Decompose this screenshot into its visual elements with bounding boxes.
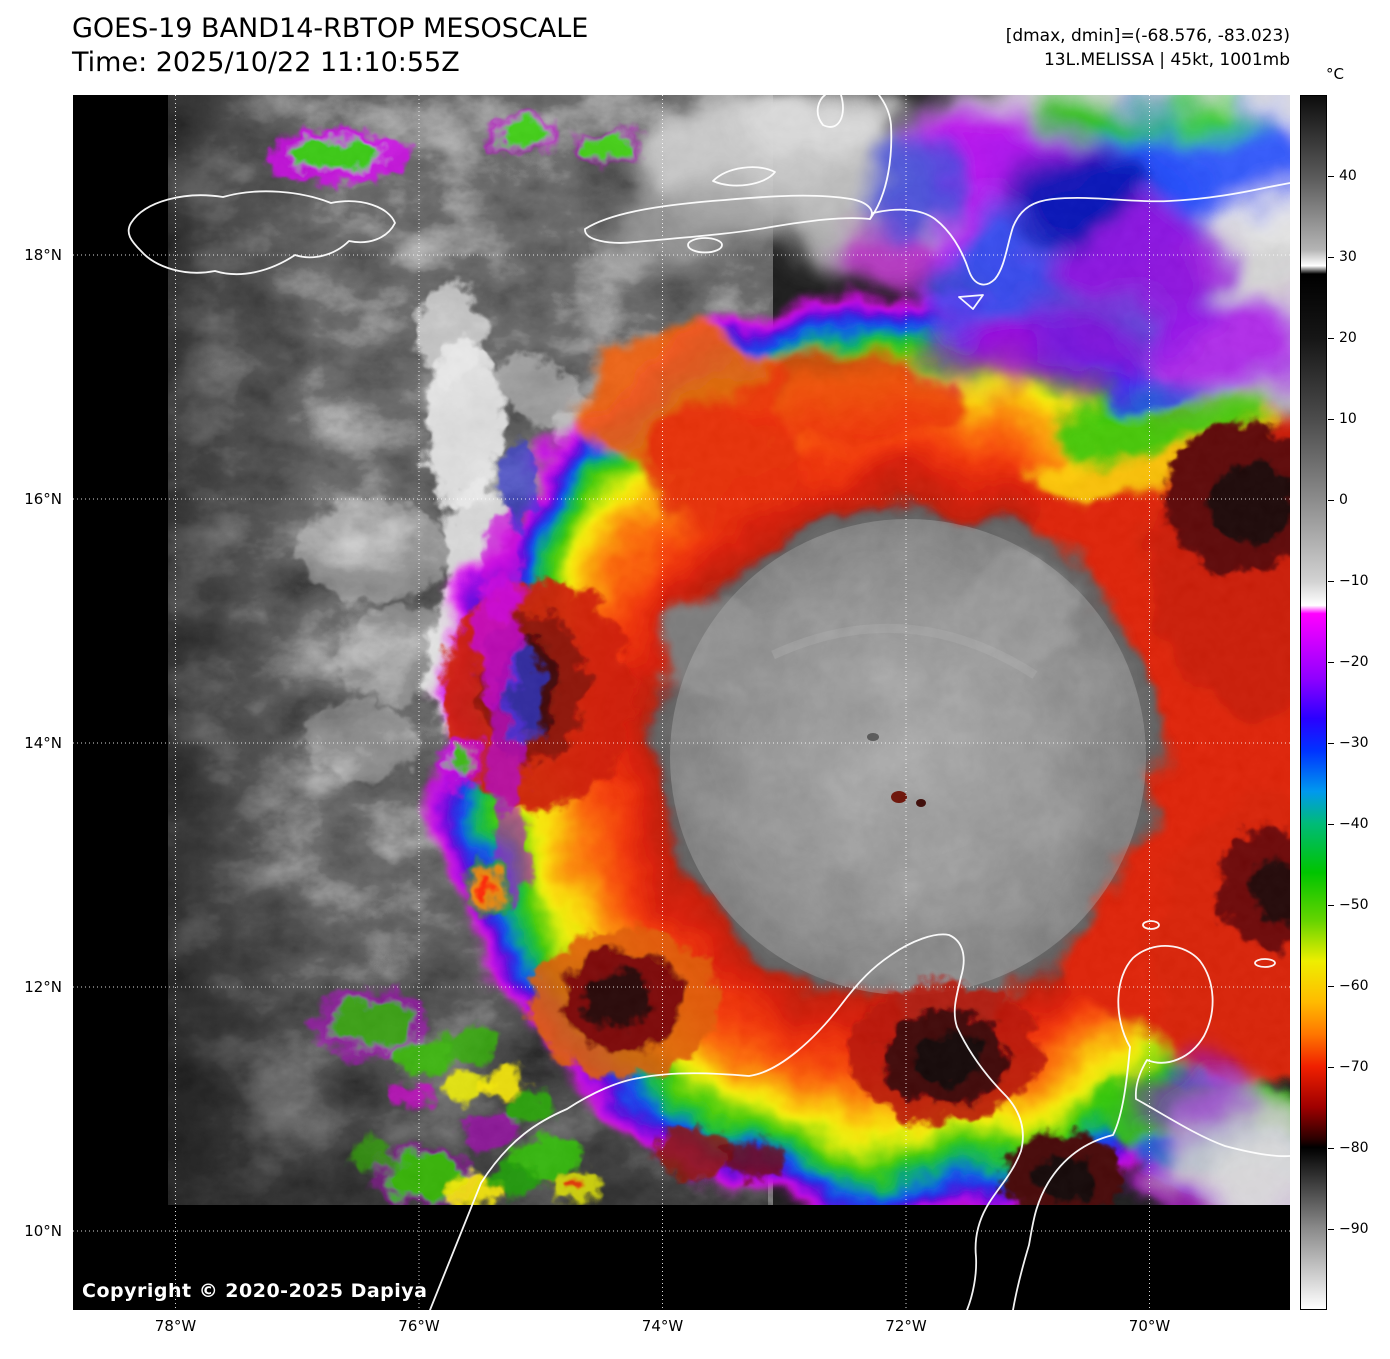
lat-axis: 18°N 16°N 14°N 12°N 10°N: [0, 95, 68, 1310]
colorbar-tick-label: 40: [1339, 168, 1357, 184]
coastline-haiti-bay: [869, 95, 893, 220]
colorbar: °C 40 30 20 10 0 −10 −20 −30 −40 −50 −60 −70 −80 −90: [1300, 65, 1390, 1310]
colorbar-tickmark: [1328, 823, 1334, 825]
figure-title: GOES-19 BAND14-RBTOP MESOSCALE: [72, 13, 589, 44]
colorbar-tick-label: −40: [1339, 816, 1369, 832]
lon-label: 78°W: [154, 1317, 197, 1335]
satellite-map: Copyright © 2020-2025 Dapiya: [73, 95, 1290, 1310]
colorbar-tick: −10: [1328, 573, 1369, 589]
imagery-layers: [168, 95, 1290, 1205]
coastline-gonave-island: [712, 166, 776, 187]
storm-info-readout: 13L.MELISSA | 45kt, 1001mb: [1043, 50, 1290, 70]
colorbar-tick-label: −70: [1339, 1059, 1369, 1075]
coastline-south-america-west: [429, 933, 1024, 1310]
coastline-curacao: [1254, 958, 1276, 968]
colorbar-tickmark: [1328, 499, 1334, 501]
lat-label: 16°N: [24, 490, 62, 508]
colorbar-tick-label: 30: [1339, 249, 1357, 265]
colorbar-tick: −70: [1328, 1059, 1369, 1075]
colorbar-tickmark: [1328, 1066, 1334, 1068]
coastlines: [127, 95, 1290, 1310]
colorbar-tickmark: [1328, 1228, 1334, 1230]
colorbar-tick-label: 0: [1339, 492, 1348, 508]
lat-label: 18°N: [24, 246, 62, 264]
colorbar-tick-label: −20: [1339, 654, 1369, 670]
coastline-venezuela-paraguana: [1012, 945, 1290, 1310]
colorbar-tick: −90: [1328, 1221, 1369, 1237]
colorbar-tick-label: −60: [1339, 978, 1369, 994]
colorbar-tick-label: −80: [1339, 1140, 1369, 1156]
colorbar-tick: 30: [1328, 249, 1357, 265]
colorbar-tick-label: −10: [1339, 573, 1369, 589]
colorbar-tick-label: −30: [1339, 735, 1369, 751]
coastline-dr-south: [872, 182, 1290, 286]
coastline-beata-island: [958, 294, 984, 310]
colorbar-ticks: 40 30 20 10 0 −10 −20 −30 −40 −50 −60 −70 −80 −90: [1328, 95, 1388, 1310]
colorbar-tickmark: [1328, 580, 1334, 582]
lon-label: 70°W: [1128, 1317, 1171, 1335]
colorbar-tickmark: [1328, 418, 1334, 420]
coastline-jamaica: [127, 190, 396, 275]
figure-timestamp: Time: 2025/10/22 11:10:55Z: [72, 47, 460, 78]
colorbar-tickmark: [1328, 904, 1334, 906]
figure-title-block: GOES-19 BAND14-RBTOP MESOSCALE Time: 202…: [72, 12, 588, 80]
colorbar-tick: −60: [1328, 978, 1369, 994]
colorbar-tick: −40: [1328, 816, 1369, 832]
dmax-dmin-readout: [dmax, dmin]=(-68.576, -83.023): [1005, 26, 1290, 46]
colorbar-tick-label: 10: [1339, 411, 1357, 427]
colorbar-tick: 10: [1328, 411, 1357, 427]
lon-label: 76°W: [398, 1317, 440, 1335]
lon-axis: 78°W 76°W 74°W 72°W 70°W: [73, 1312, 1290, 1346]
colorbar-tick-label: −90: [1339, 1221, 1369, 1237]
colorbar-tickmark: [1328, 742, 1334, 744]
colorbar-tick: −20: [1328, 654, 1369, 670]
colorbar-tickmark: [1328, 175, 1334, 177]
lat-label: 14°N: [24, 734, 62, 752]
coastline-haiti-claw: [816, 95, 844, 128]
lat-label: 10°N: [24, 1222, 62, 1240]
colorbar-tick: −50: [1328, 897, 1369, 913]
gridlines: [73, 95, 1290, 1310]
lon-label: 74°W: [641, 1317, 684, 1335]
coastline-ile-a-vache: [687, 237, 723, 254]
copyright-watermark: Copyright © 2020-2025 Dapiya: [82, 1280, 428, 1302]
lat-label: 12°N: [24, 978, 62, 996]
colorbar-unit: °C: [1326, 65, 1344, 83]
colorbar-tickmark: [1328, 1147, 1334, 1149]
colorbar-tick-label: −50: [1339, 897, 1369, 913]
colorbar-tickmark: [1328, 256, 1334, 258]
lon-label: 72°W: [885, 1317, 927, 1335]
satellite-imagery: [73, 95, 1290, 1310]
colorbar-tickmark: [1328, 337, 1334, 339]
colorbar-tick: −80: [1328, 1140, 1369, 1156]
colorbar-tick: 20: [1328, 330, 1357, 346]
figure-meta-block: [dmax, dmin]=(-68.576, -83.023) 13L.MELI…: [1006, 24, 1290, 72]
coastline-aruba: [1142, 920, 1160, 930]
colorbar-gradient: [1300, 95, 1327, 1310]
colorbar-tick: −30: [1328, 735, 1369, 751]
colorbar-tick: 40: [1328, 168, 1357, 184]
colorbar-tick: 0: [1328, 492, 1348, 508]
colorbar-tickmark: [1328, 661, 1334, 663]
colorbar-tickmark: [1328, 985, 1334, 987]
colorbar-tick-label: 20: [1339, 330, 1357, 346]
